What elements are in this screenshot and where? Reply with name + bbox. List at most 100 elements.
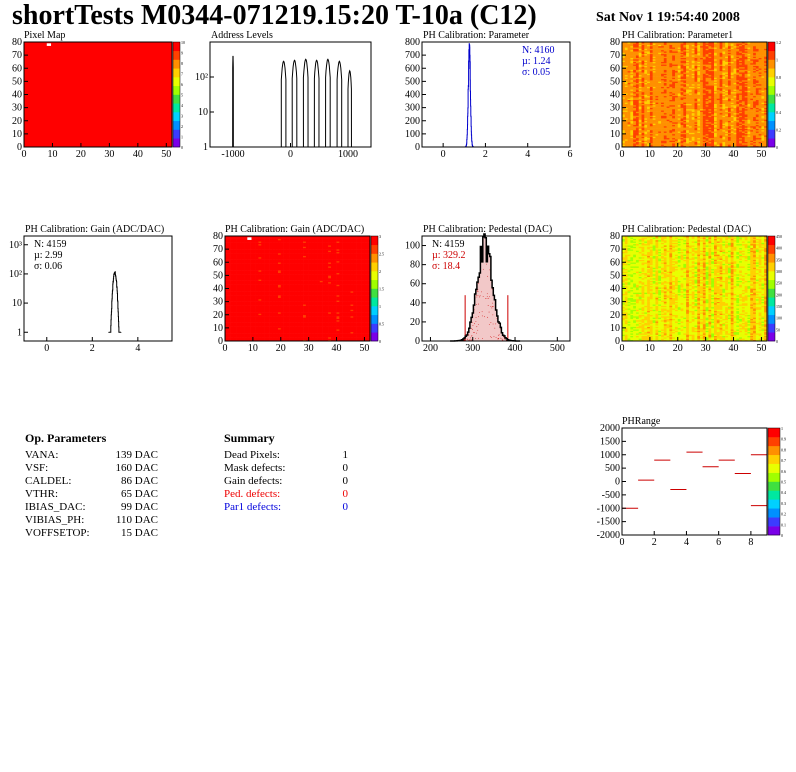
heatmap-cell bbox=[702, 81, 706, 83]
heatmap-cell bbox=[730, 76, 734, 78]
heatmap-cell bbox=[669, 112, 673, 115]
heatmap-cell bbox=[711, 141, 715, 144]
heatmap-cell bbox=[627, 126, 631, 128]
heatmap-cell bbox=[708, 73, 712, 76]
heatmap-cell bbox=[674, 95, 679, 98]
heatmap-cell bbox=[719, 114, 723, 116]
heatmap-cell bbox=[727, 99, 732, 102]
heatmap-cell bbox=[680, 65, 684, 68]
heatmap-cell bbox=[719, 98, 723, 101]
heatmap-cell bbox=[714, 47, 718, 49]
heatmap-cell bbox=[688, 60, 693, 62]
heatmap-cell bbox=[677, 93, 681, 95]
heatmap-cell bbox=[652, 63, 656, 65]
heatmap-cell bbox=[663, 57, 667, 60]
heatmap-cell bbox=[702, 102, 706, 104]
heatmap-cell bbox=[683, 131, 687, 133]
heatmap-cell bbox=[727, 66, 732, 69]
heatmap-cell bbox=[688, 101, 693, 103]
heatmap-cell bbox=[700, 72, 704, 74]
heatmap-cell bbox=[677, 137, 681, 140]
heatmap-cell bbox=[705, 69, 709, 72]
heatmap-cell bbox=[633, 47, 637, 49]
heatmap-cell bbox=[686, 120, 690, 123]
heatmap-cell bbox=[719, 51, 723, 53]
heatmap-cell bbox=[719, 87, 723, 90]
heatmap-cell bbox=[630, 74, 634, 77]
heatmap-cell bbox=[666, 98, 670, 101]
heatmap-cell bbox=[700, 53, 704, 56]
heatmap-cell bbox=[674, 99, 679, 102]
heatmap-cell bbox=[702, 68, 706, 70]
heatmap-cell bbox=[630, 53, 634, 56]
heatmap-cell bbox=[633, 102, 637, 104]
heatmap-cell bbox=[658, 99, 662, 102]
heatmap-cell bbox=[739, 140, 743, 143]
heatmap-cell bbox=[714, 90, 718, 93]
heatmap-cell bbox=[730, 103, 734, 106]
heatmap-cell bbox=[700, 107, 704, 110]
heatmap-cell bbox=[736, 60, 740, 62]
heatmap-cell bbox=[708, 76, 712, 78]
heatmap-cell bbox=[672, 133, 676, 136]
heatmap-cell bbox=[669, 89, 673, 91]
heatmap-cell bbox=[686, 102, 690, 104]
heatmap-cell bbox=[627, 127, 631, 129]
heatmap-cell bbox=[647, 124, 651, 127]
heatmap-cell bbox=[694, 65, 698, 68]
heatmap-cell bbox=[644, 116, 648, 119]
heatmap-cell bbox=[736, 94, 740, 97]
heatmap-cell bbox=[730, 115, 734, 118]
heatmap-cell bbox=[747, 131, 751, 133]
heatmap-cell bbox=[649, 143, 653, 145]
heatmap-cell bbox=[633, 63, 637, 65]
heatmap-cell bbox=[649, 123, 653, 125]
heatmap-cell bbox=[747, 123, 751, 125]
heatmap-cell bbox=[663, 128, 667, 131]
heatmap-cell bbox=[633, 87, 637, 90]
palette-label: 2 bbox=[181, 124, 183, 129]
heatmap-cell bbox=[641, 110, 645, 112]
heatmap-cell bbox=[663, 66, 667, 69]
heatmap-cell bbox=[638, 95, 642, 98]
heatmap-cell bbox=[688, 86, 693, 89]
heatmap-cell bbox=[741, 87, 745, 90]
heatmap-cell bbox=[652, 102, 656, 104]
heatmap-cell bbox=[744, 135, 748, 137]
heatmap-cell bbox=[680, 59, 684, 61]
heatmap-cell bbox=[722, 114, 726, 116]
heatmap-cell bbox=[655, 107, 659, 110]
heatmap-cell bbox=[719, 108, 723, 111]
heatmap-cell bbox=[649, 140, 653, 143]
heatmap-cell bbox=[677, 115, 681, 118]
heatmap-cell bbox=[694, 136, 698, 139]
x-tick-label: 40 bbox=[729, 149, 739, 160]
heatmap-cell bbox=[638, 68, 642, 70]
heatmap-cell bbox=[677, 131, 681, 133]
heatmap-cell bbox=[708, 44, 712, 47]
heatmap-cell bbox=[655, 59, 659, 61]
heatmap-cell bbox=[744, 66, 748, 69]
heatmap-cell bbox=[652, 66, 656, 69]
heatmap-cell bbox=[677, 84, 681, 86]
heatmap-cell bbox=[705, 145, 709, 148]
heatmap-cell bbox=[672, 60, 676, 62]
heatmap-cell bbox=[624, 47, 628, 49]
heatmap-cell bbox=[686, 122, 690, 124]
heatmap-cell bbox=[635, 124, 640, 127]
heatmap-cell bbox=[672, 45, 676, 48]
heatmap-cell bbox=[711, 120, 715, 123]
heatmap-cell bbox=[683, 145, 687, 148]
heatmap-cell bbox=[630, 73, 634, 76]
heatmap-cell bbox=[702, 51, 706, 53]
heatmap-cell bbox=[716, 99, 720, 102]
heatmap-cell bbox=[658, 42, 662, 44]
heatmap-cell bbox=[669, 44, 673, 47]
heatmap-cell bbox=[686, 111, 690, 114]
heatmap-cell bbox=[688, 69, 693, 72]
heatmap-cell bbox=[644, 135, 648, 137]
heatmap-cell bbox=[739, 144, 743, 146]
heatmap-cell bbox=[744, 78, 748, 81]
heatmap-cell bbox=[638, 61, 642, 64]
heatmap-cell bbox=[658, 112, 662, 115]
